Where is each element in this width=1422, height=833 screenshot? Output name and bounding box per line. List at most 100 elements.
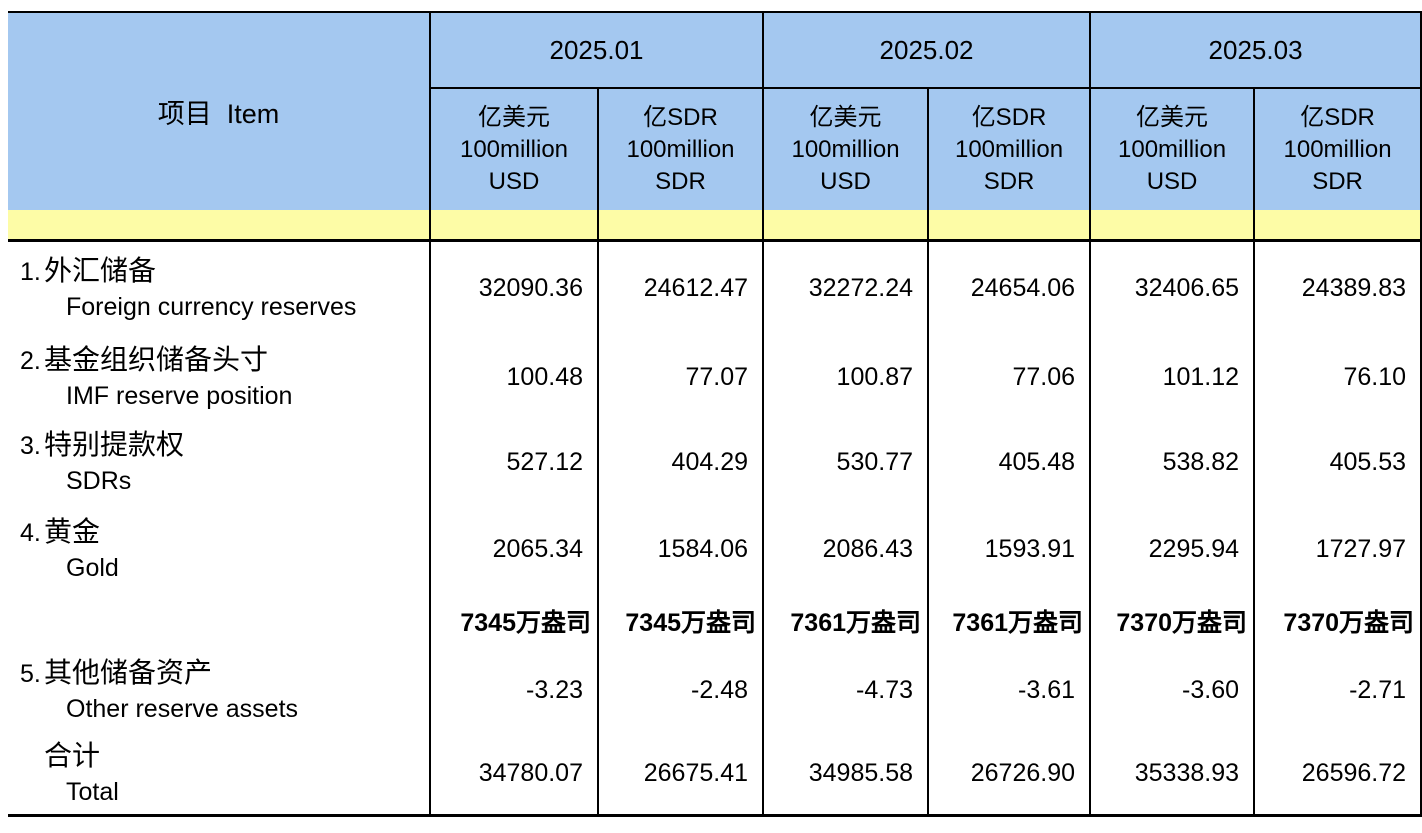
value-cell: 77.07 [598, 335, 765, 420]
gold-ounces-cell: 7361万盎司 [763, 593, 930, 648]
value-cell: 1727.97 [1254, 505, 1422, 593]
unit-header-mar-usd: 亿美元 100million USD [1090, 88, 1256, 210]
item-header-cell: 项目 Item [8, 12, 431, 210]
month-header-row: 项目 Item 2025.01 2025.02 2025.03 [8, 12, 1422, 210]
unit-line-zh: 亿美元 [1136, 103, 1209, 131]
row-label: 1. 外汇储备 Foreign currency reserves [8, 240, 431, 335]
value-cell: 2065.34 [430, 505, 599, 593]
value-cell: 405.53 [1254, 420, 1422, 505]
gold-ounces-cell: 7370万盎司 [1090, 593, 1256, 648]
value-cell: 100.48 [430, 335, 599, 420]
row-number: 3. [20, 432, 41, 460]
row-label: 4. 黄金 Gold [8, 505, 431, 593]
unit-line-code: USD [820, 167, 871, 195]
value-cell: 404.29 [598, 420, 765, 505]
unit-line-zh: 亿美元 [809, 103, 882, 131]
gold-ounces-cell: 7345万盎司 [598, 593, 765, 648]
value-cell: 32272.24 [763, 240, 930, 335]
value-cell: 2295.94 [1090, 505, 1256, 593]
unit-line-scale: 100million [459, 135, 569, 163]
row-label-zh: 其他储备资产 [44, 658, 213, 689]
row-sdrs: 3. 特别提款权 SDRs 527.12 404.29 530.77 405.4… [8, 420, 1422, 505]
total-value-cell: 26596.72 [1254, 733, 1422, 815]
gold-ounces-cell: 7345万盎司 [430, 593, 599, 648]
row-imf-reserve-position: 2. 基金组织储备头寸 IMF reserve position 100.48 … [8, 335, 1422, 420]
row-number: 1. [20, 257, 41, 286]
row-foreign-currency-reserves: 1. 外汇储备 Foreign currency reserves 32090.… [8, 240, 1422, 335]
value-cell: 530.77 [763, 420, 930, 505]
row-number: 4. [20, 518, 41, 547]
unit-line-code: USD [488, 167, 540, 195]
unit-line-code: USD [1146, 167, 1198, 195]
row-gold-ounces: 7345万盎司 7345万盎司 7361万盎司 7361万盎司 7370万盎司 … [8, 593, 1422, 648]
unit-line-zh: 亿SDR [643, 103, 718, 131]
gold-ounces-cell: 7370万盎司 [1254, 593, 1422, 648]
row-label-en: Gold [66, 553, 119, 582]
unit-line-code: SDR [655, 167, 706, 195]
row-label-zh: 外汇储备 [44, 255, 157, 287]
row-label-zh: 特别提款权 [44, 430, 185, 461]
value-cell: 101.12 [1090, 335, 1256, 420]
value-cell: -3.60 [1090, 648, 1256, 733]
row-label-zh: 合计 [44, 740, 101, 772]
unit-line-code: SDR [1312, 167, 1363, 195]
yellow-band-cell [430, 210, 599, 242]
unit-header-jan-usd: 亿美元 100million USD [430, 88, 599, 210]
row-gold: 4. 黄金 Gold 2065.34 1584.06 2086.43 1593.… [8, 505, 1422, 593]
unit-line-code: SDR [983, 167, 1035, 195]
gold-ounces-cell: 7361万盎司 [928, 593, 1092, 648]
value-cell: 527.12 [430, 420, 599, 505]
unit-line-zh: 亿SDR [971, 103, 1047, 131]
value-cell: -4.73 [763, 648, 930, 733]
value-cell: 77.06 [928, 335, 1092, 420]
row-label-empty [8, 593, 431, 648]
row-label-en: Other reserve assets [66, 695, 299, 723]
row-label-en: SDRs [66, 467, 132, 495]
unit-header-jan-sdr: 亿SDR 100million SDR [598, 88, 765, 210]
value-cell: -2.71 [1254, 648, 1422, 733]
row-label: 2. 基金组织储备头寸 IMF reserve position [8, 335, 431, 420]
yellow-band-cell [928, 210, 1092, 242]
row-number: 2. [20, 347, 41, 375]
yellow-band-cell [8, 210, 431, 242]
row-label: 5. 其他储备资产 Other reserve assets [8, 648, 431, 733]
unit-header-feb-sdr: 亿SDR 100million SDR [928, 88, 1092, 210]
unit-line-zh: 亿美元 [478, 103, 550, 131]
value-cell: 24612.47 [598, 240, 765, 335]
total-value-cell: 35338.93 [1090, 733, 1256, 815]
total-value-cell: 26675.41 [598, 733, 765, 815]
value-cell: 2086.43 [763, 505, 930, 593]
unit-line-scale: 100million [626, 135, 735, 163]
unit-header-feb-usd: 亿美元 100million USD [763, 88, 930, 210]
month-header-2025-02: 2025.02 [763, 12, 1092, 89]
official-reserve-assets-table: 项目 Item 2025.01 2025.02 2025.03 亿美元 100m… [8, 11, 1422, 817]
row-number: 5. [20, 660, 41, 688]
value-cell: 32406.65 [1090, 240, 1256, 335]
row-label-zh: 黄金 [44, 516, 101, 548]
value-cell: 538.82 [1090, 420, 1256, 505]
unit-line-scale: 100million [1118, 135, 1227, 163]
yellow-band-cell [598, 210, 765, 242]
table-header: 项目 Item 2025.01 2025.02 2025.03 亿美元 100m… [8, 12, 1422, 242]
total-value-cell: 26726.90 [928, 733, 1092, 815]
yellow-band-cell [763, 210, 930, 242]
value-cell: -2.48 [598, 648, 765, 733]
value-cell: 24389.83 [1254, 240, 1422, 335]
row-label-zh: 基金组织储备头寸 [44, 345, 269, 376]
row-label: 合计 Total [8, 733, 431, 815]
value-cell: 76.10 [1254, 335, 1422, 420]
unit-line-zh: 亿SDR [1300, 103, 1375, 131]
unit-header-row: 亿美元 100million USD 亿SDR 100million SDR 亿… [8, 88, 1422, 210]
value-cell: 100.87 [763, 335, 930, 420]
value-cell: 1584.06 [598, 505, 765, 593]
total-value-cell: 34985.58 [763, 733, 930, 815]
row-other-reserve-assets: 5. 其他储备资产 Other reserve assets -3.23 -2.… [8, 648, 1422, 733]
unit-line-scale: 100million [1283, 135, 1392, 163]
row-label-en: Foreign currency reserves [66, 292, 357, 321]
total-value-cell: 34780.07 [430, 733, 599, 815]
value-cell: 24654.06 [928, 240, 1092, 335]
value-cell: 1593.91 [928, 505, 1092, 593]
yellow-band-cell [1254, 210, 1422, 242]
row-total: 合计 Total 34780.07 26675.41 34985.58 2672… [8, 733, 1422, 815]
unit-line-scale: 100million [791, 135, 900, 163]
